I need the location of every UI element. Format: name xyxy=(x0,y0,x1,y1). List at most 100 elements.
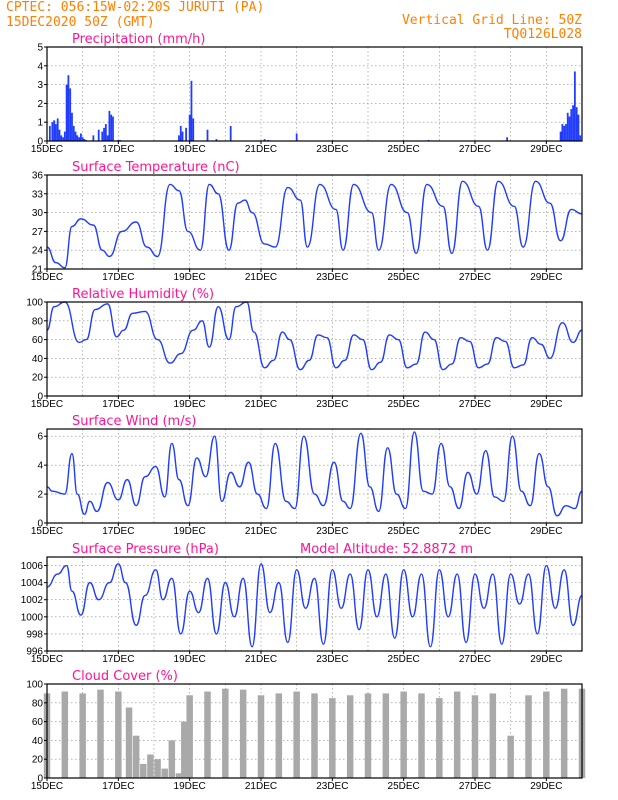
y-tick-label: 3 xyxy=(37,80,43,91)
panel-title: Cloud Cover (%) xyxy=(72,669,178,684)
bar xyxy=(436,698,443,778)
bar xyxy=(181,721,188,778)
y-tick-label: 20 xyxy=(32,755,44,766)
panel-title: Surface Wind (m/s) xyxy=(72,414,196,429)
bar xyxy=(61,691,69,778)
bar xyxy=(63,131,66,141)
x-tick-label: 25DEC xyxy=(388,272,420,283)
bar xyxy=(161,768,168,778)
x-tick-label: 17DEC xyxy=(102,144,134,155)
bar xyxy=(263,139,266,141)
x-tick-label: 21DEC xyxy=(245,144,277,155)
bar xyxy=(229,125,232,141)
x-tick-label: 25DEC xyxy=(388,654,420,665)
y-tick-label: 21 xyxy=(32,265,44,276)
bar xyxy=(78,137,80,141)
bar xyxy=(140,763,147,778)
plot-frame xyxy=(46,556,583,652)
bar xyxy=(125,707,133,778)
bar xyxy=(67,75,70,141)
x-tick-label: 15DEC xyxy=(31,399,63,410)
bar xyxy=(104,124,107,141)
panel-title: Surface Temperature (nC) xyxy=(72,160,240,175)
bar xyxy=(293,691,300,778)
y-tick-label: 0 xyxy=(37,519,43,530)
bar xyxy=(178,135,180,141)
chart-header-left: CPTEC: 056:15W-02:20S JURUTI (PA) 15DEC2… xyxy=(6,0,264,30)
bar xyxy=(573,71,576,141)
bar xyxy=(112,116,114,141)
x-tick-label: 17DEC xyxy=(102,272,134,283)
bar xyxy=(577,114,580,141)
x-tick-label: 21DEC xyxy=(245,526,277,537)
bar xyxy=(115,691,122,778)
y-tick-label: 80 xyxy=(32,316,44,327)
bar xyxy=(565,124,567,141)
bar xyxy=(147,754,154,778)
y-tick-label: 4 xyxy=(37,61,43,72)
y-tick-label: 36 xyxy=(32,171,44,182)
bar xyxy=(572,105,574,141)
vertical-grid-note: Vertical Grid Line: 50Z xyxy=(401,13,582,28)
bar xyxy=(101,131,104,141)
panel-5: 996 998 1000 1002 1004 1006 15DEC 17DEC 19DEC 21D… xyxy=(21,542,583,665)
bar xyxy=(83,139,86,141)
x-tick-label: 19DEC xyxy=(174,781,206,792)
bar xyxy=(206,129,209,141)
y-tick-label: 1006 xyxy=(21,561,44,572)
bar xyxy=(48,125,51,141)
bar xyxy=(92,135,95,141)
bar xyxy=(346,695,354,778)
station-line: CPTEC: 056:15W-02:20S JURUTI (PA) xyxy=(6,0,265,15)
bar xyxy=(295,133,298,141)
bar xyxy=(275,693,283,778)
panel-title: Relative Humidity (%) xyxy=(72,287,214,302)
bar xyxy=(566,112,569,141)
panel-title: Precipitation (mm/h) xyxy=(72,32,205,47)
x-tick-label: 23DEC xyxy=(316,526,348,537)
bar xyxy=(55,124,57,141)
x-tick-label: 19DEC xyxy=(174,526,206,537)
bar xyxy=(51,122,54,141)
panel-2: 21 24 27 30 33 36 15DEC 17DEC 19DEC 21DEC 23DEC 25D… xyxy=(31,160,583,283)
y-tick-label: 40 xyxy=(32,736,44,747)
bar xyxy=(204,691,211,778)
y-tick-label: 100 xyxy=(26,680,43,691)
y-tick-label: 60 xyxy=(32,335,44,346)
bar xyxy=(559,131,562,141)
chart-header-right: Vertical Grid Line: 50Z TQ0126L028 xyxy=(402,14,582,42)
x-tick-label: 27DEC xyxy=(459,272,491,283)
bar xyxy=(563,125,566,141)
x-tick-label: 15DEC xyxy=(31,781,63,792)
x-tick-label: 29DEC xyxy=(530,526,562,537)
x-tick-label: 19DEC xyxy=(174,654,206,665)
x-tick-label: 19DEC xyxy=(174,399,206,410)
x-tick-label: 25DEC xyxy=(388,144,420,155)
x-tick-label: 21DEC xyxy=(245,781,277,792)
bar xyxy=(185,127,187,141)
bar xyxy=(60,135,63,141)
y-tick-label: 2 xyxy=(37,490,43,501)
bar xyxy=(239,689,247,778)
bar xyxy=(311,693,318,778)
x-tick-label: 23DEC xyxy=(316,272,348,283)
bar xyxy=(570,109,573,141)
y-tick-label: 6 xyxy=(37,432,43,443)
bar xyxy=(154,759,161,778)
bar xyxy=(110,114,113,141)
series-line xyxy=(46,563,583,648)
series-line xyxy=(46,431,583,517)
bar xyxy=(489,693,497,778)
bar xyxy=(79,133,82,141)
x-tick-label: 17DEC xyxy=(102,781,134,792)
bar xyxy=(132,735,140,778)
plot-frame xyxy=(46,301,583,397)
y-tick-label: 1004 xyxy=(21,578,44,589)
x-tick-label: 17DEC xyxy=(102,526,134,537)
bar xyxy=(175,773,183,778)
x-tick-label: 21DEC xyxy=(245,272,277,283)
bar xyxy=(58,129,61,141)
x-tick-label: 25DEC xyxy=(388,399,420,410)
x-tick-label: 17DEC xyxy=(102,399,134,410)
